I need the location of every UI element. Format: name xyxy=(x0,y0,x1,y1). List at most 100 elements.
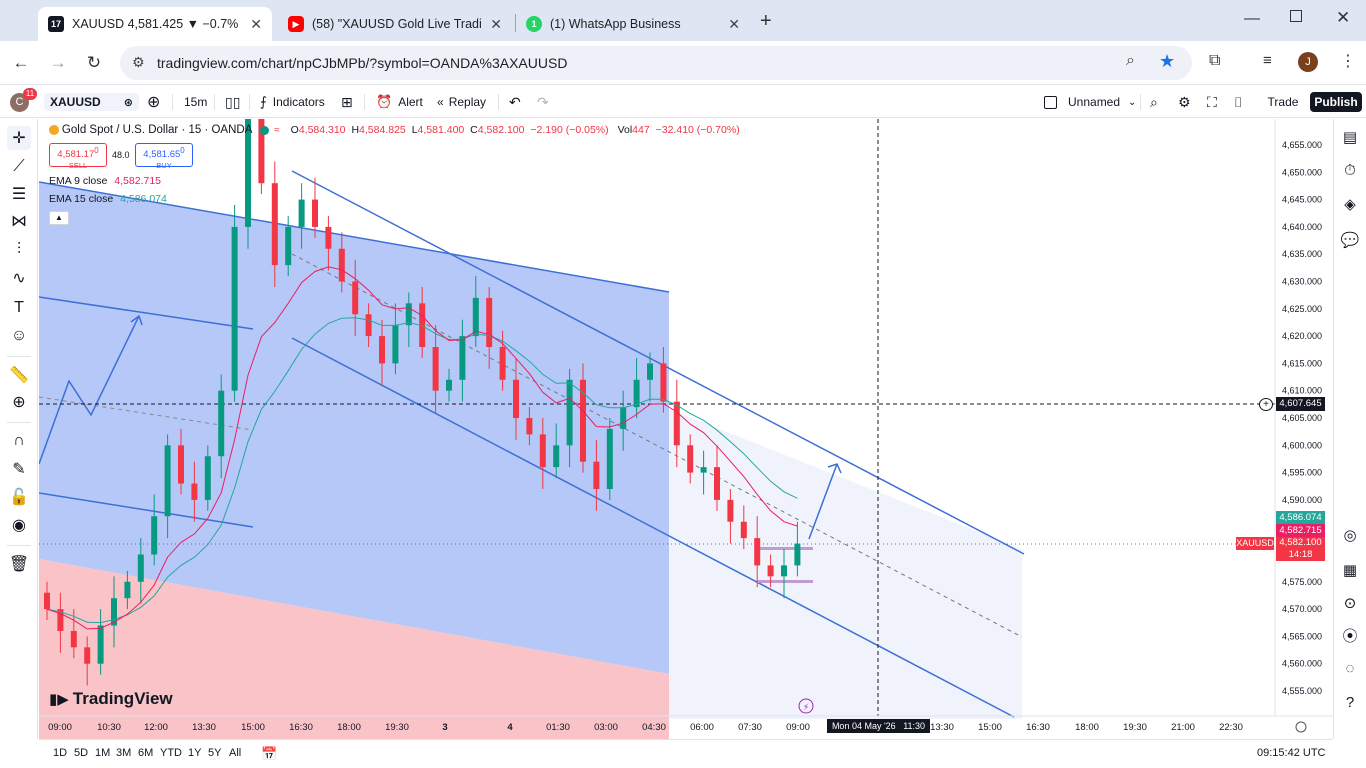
close-tab-icon[interactable]: ✕ xyxy=(728,15,740,32)
site-info-icon[interactable]: ⚙ xyxy=(132,54,145,70)
ema9-legend[interactable]: EMA 9 close 4,582.715 xyxy=(49,175,161,187)
range-button-all[interactable]: All xyxy=(229,747,242,759)
range-marker-bottom[interactable] xyxy=(757,580,813,583)
pattern-icon[interactable]: ⋈ xyxy=(11,213,27,230)
tab-tradingview[interactable]: 17 XAUUSD 4,581.425 ▼ −0.7% Un ✕ xyxy=(38,7,272,41)
date-range-calendar-icon[interactable]: 📅 xyxy=(261,746,278,761)
channel-lower-line[interactable] xyxy=(291,337,1015,718)
symbol-legend[interactable]: Gold Spot / U.S. Dollar · 15 · OANDA ≈ O… xyxy=(49,124,740,136)
alerts-clock-icon[interactable]: ⏱ xyxy=(1344,161,1356,179)
sell-button[interactable]: 4,581.170 SELL xyxy=(49,143,107,170)
signal-icon[interactable]: ⦿ xyxy=(1342,627,1358,645)
ruler-icon[interactable]: 📏 xyxy=(9,367,29,384)
lock-icon[interactable]: 🔓 xyxy=(9,489,29,506)
magnet-icon[interactable]: ∩ xyxy=(13,432,25,449)
ema15-legend[interactable]: EMA 15 close 4,586.074 xyxy=(49,193,167,205)
zoom-icon[interactable]: ⌕ xyxy=(1126,52,1135,69)
eye-icon[interactable]: ◉ xyxy=(12,517,26,534)
chat-icon[interactable]: 💬 xyxy=(1340,232,1360,249)
text-tool-icon[interactable]: T xyxy=(14,299,24,316)
brush-icon[interactable]: ∿ xyxy=(12,270,26,287)
alert-button[interactable]: ⏰ Alert xyxy=(376,93,423,111)
utc-clock[interactable]: 09:15:42 UTC xyxy=(1257,747,1326,759)
target-icon[interactable]: ◎ xyxy=(1343,527,1357,544)
replay-button[interactable]: « Replay xyxy=(437,93,486,111)
tab-youtube[interactable]: ▶ (58) "XAUUSD Gold Live Trading ✕ xyxy=(278,7,512,41)
notifications-icon[interactable]: ◌ xyxy=(1345,659,1355,677)
time-axis[interactable]: 09:00 10:30 12:00 13:30 15:00 16:30 18:00 19:30… xyxy=(48,722,1243,733)
range-button-1m[interactable]: 1M xyxy=(95,747,111,759)
price-axis[interactable]: 4,655.000 4,650.000 4,645.000 4,640.000 4,63… xyxy=(1282,140,1322,696)
projection-arrow-right[interactable] xyxy=(808,463,838,540)
tab-whatsapp[interactable]: 1 (1) WhatsApp Business ✕ xyxy=(516,7,750,41)
minimize-icon[interactable]: — xyxy=(1244,10,1260,27)
range-button-3m[interactable]: 3M xyxy=(116,747,132,759)
object-tree-icon[interactable]: ◈ xyxy=(1344,196,1356,213)
media-icon[interactable]: ≡ xyxy=(1263,52,1272,69)
close-window-icon[interactable]: ✕ xyxy=(1336,8,1351,27)
url-text[interactable]: tradingview.com/chart/npCJbMPb/?symbol=O… xyxy=(157,55,568,71)
watchlist-icon[interactable]: ▤ xyxy=(1342,129,1358,146)
layout-selector[interactable]: Unnamed ⌄ xyxy=(1044,93,1136,111)
redo-icon[interactable]: ↷ xyxy=(537,93,549,110)
left-channel-top[interactable] xyxy=(39,296,254,330)
interval-button[interactable]: 15m xyxy=(184,95,208,109)
extensions-icon[interactable]: ⧉ xyxy=(1209,52,1221,69)
candles-type-icon[interactable]: ▯▯ xyxy=(225,93,241,110)
stay-drawing-icon[interactable]: ✎ xyxy=(12,461,26,478)
upper-zone-line[interactable] xyxy=(39,181,670,293)
publish-button[interactable]: Publish xyxy=(1310,92,1362,112)
settings-gear-icon[interactable]: ⚙ xyxy=(1178,93,1191,110)
bookmark-star-icon[interactable]: ★ xyxy=(1159,51,1176,71)
channel-upper-line[interactable] xyxy=(291,170,1025,555)
range-button-1d[interactable]: 1D xyxy=(53,747,68,759)
address-bar[interactable]: ⚙ tradingview.com/chart/npCJbMPb/?symbol… xyxy=(120,46,1192,80)
candle-body xyxy=(191,483,198,500)
crosshair-icon[interactable]: ✛ xyxy=(7,126,31,150)
range-button-6m[interactable]: 6M xyxy=(138,747,154,759)
emoji-icon[interactable]: ☺ xyxy=(10,327,28,344)
axis-settings-icon[interactable] xyxy=(1295,721,1307,733)
range-button-ytd[interactable]: YTD xyxy=(160,747,182,759)
quick-search-icon[interactable]: ⌕ xyxy=(1150,93,1158,110)
left-channel-bottom[interactable] xyxy=(39,492,254,528)
fib-retracement-icon[interactable]: ☰ xyxy=(11,186,27,203)
collapse-legend-icon[interactable]: ▲ xyxy=(49,211,69,225)
browser-menu-icon[interactable]: ⋮ xyxy=(1340,53,1356,70)
add-alert-plus-icon[interactable]: + xyxy=(1259,398,1273,411)
event-lightning-icon[interactable] xyxy=(798,698,814,714)
price-tick-label: 4,650.000 xyxy=(1282,167,1322,177)
help-icon[interactable]: ? xyxy=(1345,693,1355,711)
back-arrow-icon[interactable]: ← xyxy=(12,53,30,72)
ideas-icon[interactable]: ⊙ xyxy=(1343,595,1357,612)
templates-icon[interactable]: ⊞ xyxy=(341,93,353,110)
restore-icon[interactable] xyxy=(1290,10,1302,22)
trend-line-icon[interactable]: ⟋ xyxy=(13,158,25,175)
profile-avatar[interactable]: J xyxy=(1298,52,1318,72)
buy-button[interactable]: 4,581.650 BUY xyxy=(135,143,193,170)
fullscreen-icon[interactable]: ⛶ xyxy=(1207,93,1217,110)
undo-icon[interactable]: ↶ xyxy=(509,93,521,110)
symbol-options-icon[interactable]: ⊛ xyxy=(123,96,133,109)
trash-icon[interactable]: 🗑 xyxy=(8,556,30,573)
chart-canvas[interactable]: 4,655.000 4,650.000 4,645.000 4,640.000 4,63… xyxy=(39,119,1333,739)
trade-button[interactable]: Trade xyxy=(1267,95,1299,109)
zoom-in-icon[interactable]: ⊕ xyxy=(12,394,26,411)
calendar-icon[interactable]: ▦ xyxy=(1342,562,1358,579)
new-tab-button[interactable]: + xyxy=(760,10,772,32)
range-button-5y[interactable]: 5Y xyxy=(208,747,222,759)
snapshot-camera-icon[interactable]: ⌷ xyxy=(1234,93,1243,110)
chart-pane[interactable]: 4,655.000 4,650.000 4,645.000 4,640.000 4,63… xyxy=(39,119,1333,739)
close-tab-icon[interactable]: ✕ xyxy=(250,15,262,32)
symbol-search[interactable]: XAUUSD ⊛ xyxy=(44,93,139,111)
indicators-button[interactable]: ⨍ Indicators xyxy=(260,93,325,111)
forward-arrow-icon[interactable]: → xyxy=(49,53,67,72)
close-tab-icon[interactable]: ✕ xyxy=(490,15,502,32)
projection-arrow-left[interactable] xyxy=(39,315,140,465)
range-button-5d[interactable]: 5D xyxy=(74,747,89,759)
range-button-1y[interactable]: 1Y xyxy=(188,747,202,759)
position-icon[interactable]: ⫶ xyxy=(16,241,21,258)
range-marker-top[interactable] xyxy=(757,547,813,550)
compare-plus-icon[interactable]: ⊕ xyxy=(147,94,161,111)
reload-icon[interactable]: ↻ xyxy=(86,53,102,72)
